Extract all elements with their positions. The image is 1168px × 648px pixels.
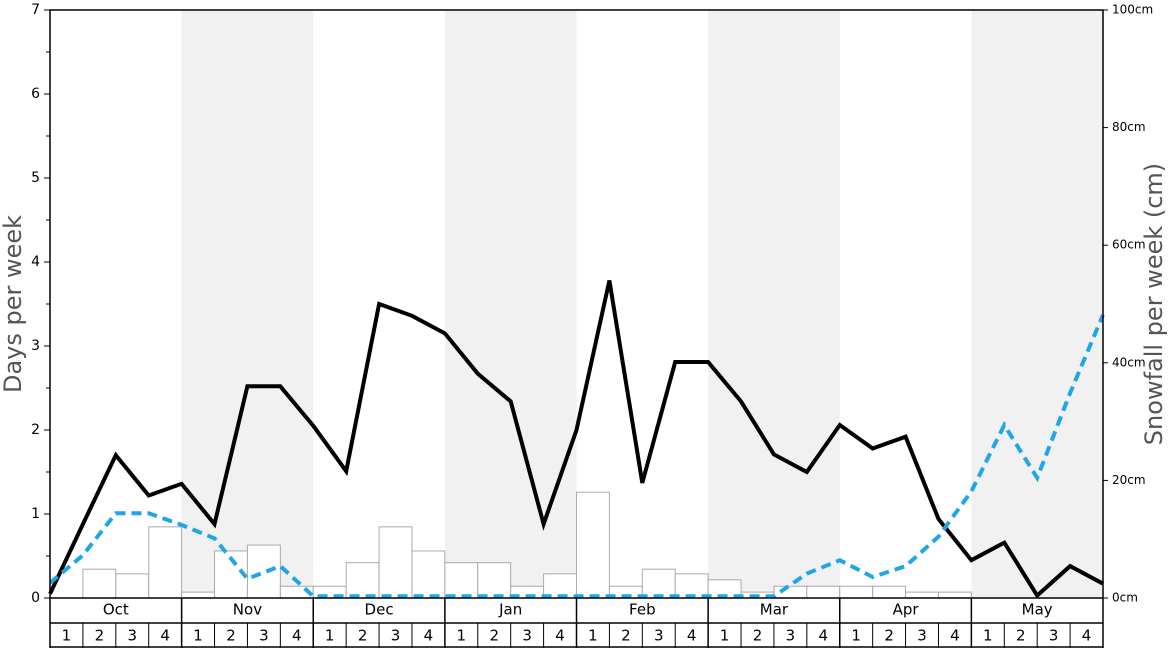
month-label: Dec bbox=[365, 601, 394, 619]
y-tick-label: 0 bbox=[31, 590, 40, 606]
bar bbox=[345, 562, 380, 599]
month-label: Feb bbox=[629, 601, 656, 619]
bar bbox=[181, 591, 216, 599]
line bbox=[48, 280, 1104, 599]
y2-tick-label: 20cm bbox=[1112, 473, 1146, 487]
x-tick-label: 4 bbox=[555, 627, 565, 645]
bar bbox=[477, 562, 512, 599]
x-tick-label: 4 bbox=[687, 627, 697, 645]
x-tick-label: 1 bbox=[325, 627, 335, 645]
y2-tick-label: 40cm bbox=[1112, 355, 1146, 369]
x-tick-label: 4 bbox=[1082, 627, 1092, 645]
month-band bbox=[708, 10, 840, 598]
line bbox=[48, 314, 1105, 599]
month-label: May bbox=[1022, 601, 1053, 619]
x-tick-label: 2 bbox=[1016, 627, 1026, 645]
month-band bbox=[181, 10, 314, 598]
month-label: Jan bbox=[498, 601, 522, 619]
bar bbox=[246, 544, 281, 599]
y-tick-label: 5 bbox=[31, 170, 40, 186]
x-tick-label: 3 bbox=[127, 627, 137, 645]
month-label: Oct bbox=[103, 601, 129, 619]
x-tick-label: 1 bbox=[588, 627, 598, 645]
x-tick-label: 2 bbox=[753, 627, 763, 645]
x-tick-label: 1 bbox=[193, 627, 203, 645]
month-label: Nov bbox=[233, 601, 262, 619]
x-tick-label: 2 bbox=[489, 627, 499, 645]
x-tick-label: 3 bbox=[1049, 627, 1059, 645]
y-tick-label: 6 bbox=[31, 86, 40, 102]
month-label: Mar bbox=[760, 601, 789, 619]
x-tick-label: 1 bbox=[720, 627, 730, 645]
y-tick-label: 4 bbox=[31, 254, 40, 270]
x-tick-label: 1 bbox=[62, 627, 72, 645]
y2-tick-label: 60cm bbox=[1112, 238, 1146, 252]
bar bbox=[115, 573, 150, 599]
bar bbox=[641, 568, 676, 599]
bar bbox=[905, 591, 939, 599]
y-tick-label: 3 bbox=[31, 338, 40, 354]
x-tick-label: 4 bbox=[292, 627, 302, 645]
x-tick-label: 4 bbox=[950, 627, 960, 645]
x-tick-label: 4 bbox=[819, 627, 829, 645]
bar bbox=[82, 568, 117, 599]
x-tick-label: 3 bbox=[786, 627, 796, 645]
x-tick-label: 2 bbox=[621, 627, 631, 645]
bar bbox=[872, 585, 907, 599]
x-tick-label: 2 bbox=[95, 627, 105, 645]
bar bbox=[378, 526, 413, 599]
x-tick-label: 3 bbox=[522, 627, 532, 645]
bar bbox=[773, 585, 808, 599]
x-tick-label: 1 bbox=[983, 627, 993, 645]
month-band bbox=[971, 10, 1103, 598]
y2-tick-label: 100cm bbox=[1112, 3, 1153, 17]
x-tick-label: 3 bbox=[391, 627, 401, 645]
bar bbox=[444, 562, 479, 599]
y2-tick-label: 0cm bbox=[1112, 591, 1138, 605]
y-tick-label: 2 bbox=[31, 422, 40, 438]
x-tick-label: 2 bbox=[226, 627, 236, 645]
x-tick-label: 1 bbox=[457, 627, 467, 645]
bar bbox=[148, 526, 183, 599]
x-tick-label: 4 bbox=[424, 627, 434, 645]
bar bbox=[411, 550, 446, 599]
y-tick-label: 1 bbox=[31, 506, 40, 522]
month-band bbox=[444, 10, 577, 598]
x-tick-label: 3 bbox=[917, 627, 927, 645]
bar bbox=[576, 491, 610, 599]
x-tick-label: 4 bbox=[160, 627, 170, 645]
y2-axis-label: Snowfall per week (cm) bbox=[1140, 163, 1168, 445]
bar bbox=[806, 585, 841, 599]
y2-tick-label: 80cm bbox=[1112, 120, 1146, 134]
x-tick-label: 3 bbox=[654, 627, 664, 645]
month-label: Apr bbox=[893, 601, 920, 619]
bar bbox=[937, 591, 972, 599]
x-tick-label: 2 bbox=[884, 627, 894, 645]
y-axis-label: Days per week bbox=[0, 215, 27, 393]
x-tick-label: 2 bbox=[358, 627, 368, 645]
x-tick-label: 1 bbox=[851, 627, 861, 645]
y-tick-label: 7 bbox=[31, 2, 40, 18]
x-tick-label: 3 bbox=[259, 627, 269, 645]
bar bbox=[839, 585, 874, 599]
